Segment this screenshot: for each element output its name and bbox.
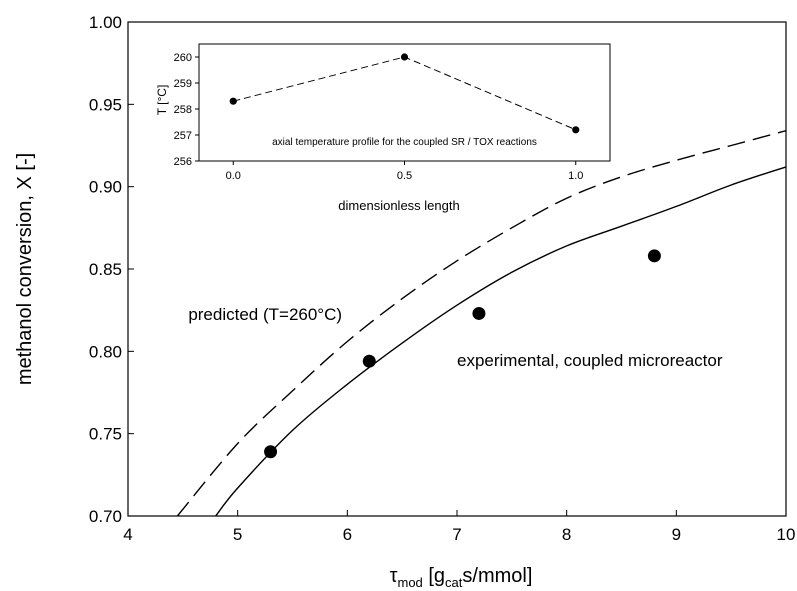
- main-y-tick-label: 0.85: [89, 260, 122, 279]
- inset-x-tick-label: 1.0: [568, 170, 583, 182]
- inset-data-point: [400, 53, 409, 61]
- x-axis-title-base: τ: [390, 565, 398, 587]
- inset-plot-frame: [198, 43, 611, 162]
- main-x-tick-label: 7: [452, 525, 461, 544]
- main-y-axis-title: methanol conversion, X [-]: [14, 153, 36, 385]
- experimental-data-point: [264, 445, 278, 459]
- inset-y-axis-title: T [°C]: [155, 85, 169, 116]
- main-x-tick-label: 6: [343, 525, 352, 544]
- inset-y-tick-label: 257: [174, 130, 192, 142]
- inset-y-tick-label: 259: [174, 78, 192, 90]
- inset-x-axis-title: dimensionless length: [338, 198, 459, 213]
- inset-series: [229, 53, 580, 134]
- inset-x-ticks: 0.0 0.5 1.0: [226, 161, 583, 182]
- model-solid-line: [215, 166, 787, 517]
- experimental-data-point: [647, 249, 661, 263]
- main-y-tick-label: 0.70: [89, 507, 122, 526]
- main-series: [176, 130, 787, 517]
- main-x-tick-label: 10: [777, 525, 796, 544]
- main-y-tick-label: 0.95: [89, 95, 122, 114]
- inset-annotations: axial temperature profile for the couple…: [272, 137, 537, 148]
- inset-annotation-label: axial temperature profile for the couple…: [272, 137, 537, 148]
- main-plot: 4 5 6 7 8 9 10 0.70 0.75 0.80 0.85 0.90 0.95 1.00 pr…: [14, 13, 795, 590]
- inset-data-point: [572, 126, 580, 134]
- main-x-ticks: 4 5 6 7 8 9 10: [123, 510, 795, 544]
- main-x-tick-label: 5: [233, 525, 242, 544]
- main-x-tick-label: 8: [562, 525, 571, 544]
- experimental-data-point: [472, 306, 486, 320]
- main-x-tick-label: 4: [123, 525, 132, 544]
- inset-y-tick-label: 258: [174, 104, 192, 116]
- main-y-tick-label: 0.80: [89, 342, 122, 361]
- main-y-ticks: 0.70 0.75 0.80 0.85 0.90 0.95 1.00: [89, 13, 134, 526]
- x-axis-title-open-sub: cat: [445, 575, 463, 590]
- main-y-tick-label: 0.75: [89, 425, 122, 444]
- main-x-axis-title: τmod [gcats/mmol]: [390, 565, 533, 590]
- main-y-tick-label: 1.00: [89, 13, 122, 32]
- inset-x-tick-label: 0.0: [226, 170, 241, 182]
- inset-y-tick-label: 256: [174, 156, 192, 168]
- x-axis-title-base-sub: mod: [398, 575, 423, 590]
- inset-y-ticks: 256 257 258 259 260: [174, 52, 199, 168]
- main-annotations: predicted (T=260°C) experimental, coupled…: [188, 305, 723, 370]
- main-y-tick-label: 0.90: [89, 178, 122, 197]
- x-axis-title-open: [g: [423, 565, 445, 587]
- inset-plot: 0.0 0.5 1.0 256 257 258 259 260 axial temperat…: [155, 43, 611, 213]
- inset-y-tick-label: 260: [174, 52, 192, 64]
- experimental-data-point: [362, 354, 376, 368]
- main-annotation-label: predicted (T=260°C): [188, 305, 342, 324]
- x-axis-title-rest: s/mmol]: [462, 565, 532, 587]
- main-annotation-label: experimental, coupled microreactor: [457, 351, 723, 370]
- main-x-tick-label: 9: [672, 525, 681, 544]
- inset-data-point: [229, 97, 237, 105]
- inset-x-tick-label: 0.5: [397, 170, 412, 182]
